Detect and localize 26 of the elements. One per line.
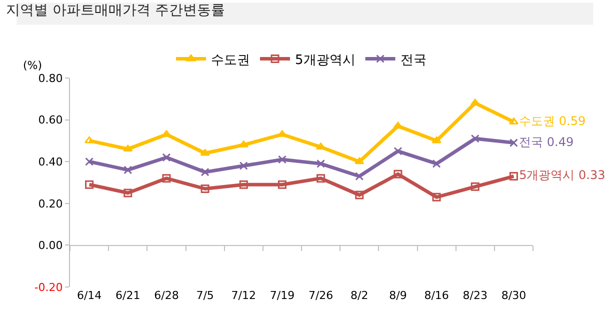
x-tick-label: 8/9 <box>389 289 407 302</box>
x-tick-label: 7/26 <box>308 289 334 302</box>
x-tick-label: 8/16 <box>424 289 449 302</box>
x-tick-label: 8/30 <box>501 289 526 302</box>
data-label: 5개광역시 0.33 <box>519 168 606 182</box>
x-tick-label: 8/2 <box>350 289 368 302</box>
y-tick-label: 0.60 <box>38 114 63 127</box>
x-tick-label: 6/21 <box>116 289 140 302</box>
legend-label: 수도권 <box>211 52 250 68</box>
y-tick-label: 0.00 <box>38 239 63 252</box>
y-tick-label: 0.80 <box>38 72 63 85</box>
x-tick-label: 6/28 <box>154 289 179 302</box>
data-label: 전국 0.49 <box>519 134 574 149</box>
y-tick-label: 0.40 <box>38 155 63 168</box>
y-tick-label: -0.20 <box>34 280 63 294</box>
y-axis-title: (%) <box>23 59 42 72</box>
x-tick-label: 8/23 <box>462 289 488 302</box>
x-tick-label: 7/5 <box>196 289 214 302</box>
x-tick-label: 6/14 <box>76 289 102 302</box>
data-label: 수도권 0.59 <box>519 114 586 128</box>
y-tick-label: 0.20 <box>38 197 63 210</box>
chart-title: 지역별 아파트매매가격 주간변동률 <box>6 2 226 19</box>
legend-label: 5개광역시 <box>295 52 356 68</box>
x-tick-label: 7/12 <box>231 289 256 302</box>
x-tick-label: 7/19 <box>270 289 295 302</box>
legend-label: 전국 <box>400 52 426 68</box>
